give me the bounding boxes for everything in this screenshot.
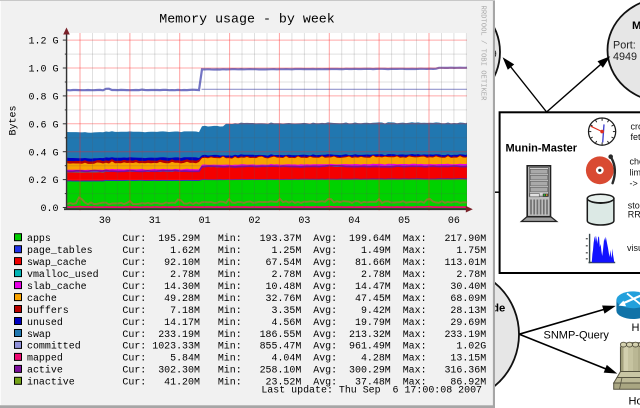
- svg-text:inactive Cur: 41.20M: inactive Cur: 41.20M Min: 23.52M Avg: 37…: [27, 377, 486, 388]
- svg-text:RRDs: RRDs: [628, 210, 640, 220]
- svg-text:04: 04: [348, 216, 360, 227]
- svg-text:cron: cron: [631, 121, 640, 131]
- svg-text:committed Cur: 1023.33M: committed Cur: 1023.33M Min: 855.47M Avg…: [27, 341, 486, 352]
- svg-text:0.0: 0.0: [40, 204, 58, 215]
- svg-text:swap_cache Cur: 92.10M: swap_cache Cur: 92.10M Min: 67.54M Avg: …: [27, 257, 486, 268]
- svg-text:Host: Host: [632, 322, 640, 334]
- svg-text:02: 02: [248, 216, 260, 227]
- svg-text:limits: limits: [630, 168, 640, 178]
- svg-text:store: store: [628, 200, 640, 210]
- svg-text:01: 01: [199, 216, 211, 227]
- svg-text:-> alert: -> alert: [630, 178, 640, 188]
- svg-text:active Cur: 302.30M: active Cur: 302.30M Min: 258.10M Avg: 30…: [27, 365, 486, 376]
- svg-text:apps Cur: 195.29M: apps Cur: 195.29M Min: 193.37M Avg: 199.…: [27, 233, 486, 244]
- svg-text:page_tables Cur: 1.62M: page_tables Cur: 1.62M Min: 1.25M Avg: 1…: [27, 245, 486, 256]
- svg-text:06: 06: [448, 216, 460, 227]
- svg-text:unused Cur: 14.17M: unused Cur: 14.17M Min: 4.56M Avg: 19.79…: [27, 317, 486, 328]
- svg-text:RRDTOOL / TOBI OETIKER: RRDTOOL / TOBI OETIKER: [479, 6, 487, 102]
- svg-text:mapped Cur: 5.84M: mapped Cur: 5.84M Min: 4.04M Avg: 4.28M …: [27, 353, 486, 364]
- svg-text:swap Cur: 233.19M: swap Cur: 233.19M Min: 186.55M Avg: 213.…: [27, 329, 486, 340]
- svg-text:buffers Cur: 7.18M: buffers Cur: 7.18M Min: 3.35M Avg: 9.42M…: [27, 305, 486, 316]
- svg-text:0.4 G: 0.4 G: [28, 148, 58, 159]
- svg-text:03: 03: [298, 216, 310, 227]
- svg-text:Munin-Master: Munin-Master: [506, 143, 578, 155]
- svg-text:4949: 4949: [613, 51, 637, 63]
- svg-text:0.2 G: 0.2 G: [28, 176, 58, 187]
- svg-text:Port:: Port:: [613, 39, 636, 51]
- svg-text:31: 31: [149, 216, 161, 227]
- svg-text:30: 30: [99, 216, 111, 227]
- svg-text:slab_cache Cur: 14.30M: slab_cache Cur: 14.30M Min: 10.48M Avg: …: [27, 281, 486, 292]
- svg-text:Munin-Node: Munin-Node: [632, 20, 640, 32]
- svg-text:check: check: [630, 157, 640, 167]
- svg-text:Host: Host: [629, 396, 640, 408]
- svg-text:1.2 G: 1.2 G: [28, 37, 58, 48]
- svg-text:Last update: Thu Sep 6 17:00:: Last update: Thu Sep 6 17:00:08 2007: [261, 384, 482, 395]
- svg-text:05: 05: [398, 216, 410, 227]
- svg-text:Bytes: Bytes: [9, 105, 20, 135]
- svg-text:1.0 G: 1.0 G: [28, 65, 58, 76]
- svg-text:cache Cur: 49.28M: cache Cur: 49.28M Min: 32.76M Avg: 47.45…: [27, 293, 486, 304]
- svg-text:SNMP-Query: SNMP-Query: [544, 329, 610, 341]
- svg-text:0.6 G: 0.6 G: [28, 120, 58, 131]
- svg-text:vmalloc_used Cur: 2.78M: vmalloc_used Cur: 2.78M Min: 2.78M Avg: …: [27, 269, 486, 280]
- svg-text:visualize: visualize: [627, 243, 640, 253]
- svg-text:0.8 G: 0.8 G: [28, 93, 58, 104]
- svg-text:Memory usage - by week: Memory usage - by week: [159, 12, 335, 27]
